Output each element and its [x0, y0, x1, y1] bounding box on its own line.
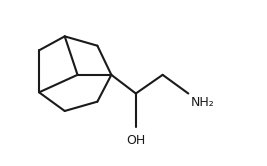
Text: OH: OH [126, 134, 146, 147]
Text: NH₂: NH₂ [191, 96, 214, 109]
